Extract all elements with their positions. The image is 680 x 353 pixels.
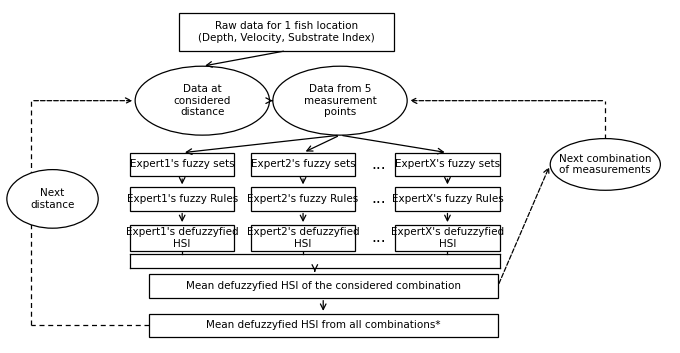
- FancyBboxPatch shape: [179, 13, 394, 51]
- Text: Raw data for 1 fish location
(Depth, Velocity, Substrate Index): Raw data for 1 fish location (Depth, Vel…: [198, 21, 375, 43]
- Text: ...: ...: [371, 231, 386, 245]
- FancyBboxPatch shape: [395, 225, 500, 251]
- Text: Next combination
of measurements: Next combination of measurements: [559, 154, 651, 175]
- FancyBboxPatch shape: [251, 153, 355, 176]
- FancyBboxPatch shape: [251, 187, 355, 211]
- Text: Data from 5
measurement
points: Data from 5 measurement points: [304, 84, 376, 117]
- Text: Next
distance: Next distance: [31, 188, 75, 210]
- Text: ExpertX's defuzzyfied
HSI: ExpertX's defuzzyfied HSI: [391, 227, 504, 249]
- FancyBboxPatch shape: [130, 187, 234, 211]
- Text: Expert2's defuzzyfied
HSI: Expert2's defuzzyfied HSI: [247, 227, 359, 249]
- Text: ...: ...: [371, 157, 386, 172]
- FancyBboxPatch shape: [148, 274, 498, 298]
- Text: Mean defuzzyfied HSI of the considered combination: Mean defuzzyfied HSI of the considered c…: [186, 281, 461, 291]
- Text: ...: ...: [371, 191, 386, 207]
- Text: Expert1's fuzzy sets: Expert1's fuzzy sets: [130, 160, 235, 169]
- Text: Expert1's fuzzy Rules: Expert1's fuzzy Rules: [126, 194, 238, 204]
- Text: ExpertX's fuzzy sets: ExpertX's fuzzy sets: [395, 160, 500, 169]
- Text: Data at
considered
distance: Data at considered distance: [173, 84, 231, 117]
- Text: Expert2's fuzzy Rules: Expert2's fuzzy Rules: [248, 194, 358, 204]
- FancyBboxPatch shape: [130, 153, 234, 176]
- Ellipse shape: [273, 66, 407, 135]
- Text: Expert2's fuzzy sets: Expert2's fuzzy sets: [251, 160, 356, 169]
- FancyBboxPatch shape: [148, 314, 498, 337]
- Text: Mean defuzzyfied HSI from all combinations*: Mean defuzzyfied HSI from all combinatio…: [206, 321, 441, 330]
- FancyBboxPatch shape: [395, 153, 500, 176]
- FancyBboxPatch shape: [395, 187, 500, 211]
- Text: Expert1's defuzzyfied
HSI: Expert1's defuzzyfied HSI: [126, 227, 239, 249]
- Ellipse shape: [550, 139, 660, 190]
- FancyBboxPatch shape: [251, 225, 355, 251]
- Ellipse shape: [7, 169, 98, 228]
- Text: ExpertX's fuzzy Rules: ExpertX's fuzzy Rules: [392, 194, 503, 204]
- FancyBboxPatch shape: [130, 225, 234, 251]
- Ellipse shape: [135, 66, 269, 135]
